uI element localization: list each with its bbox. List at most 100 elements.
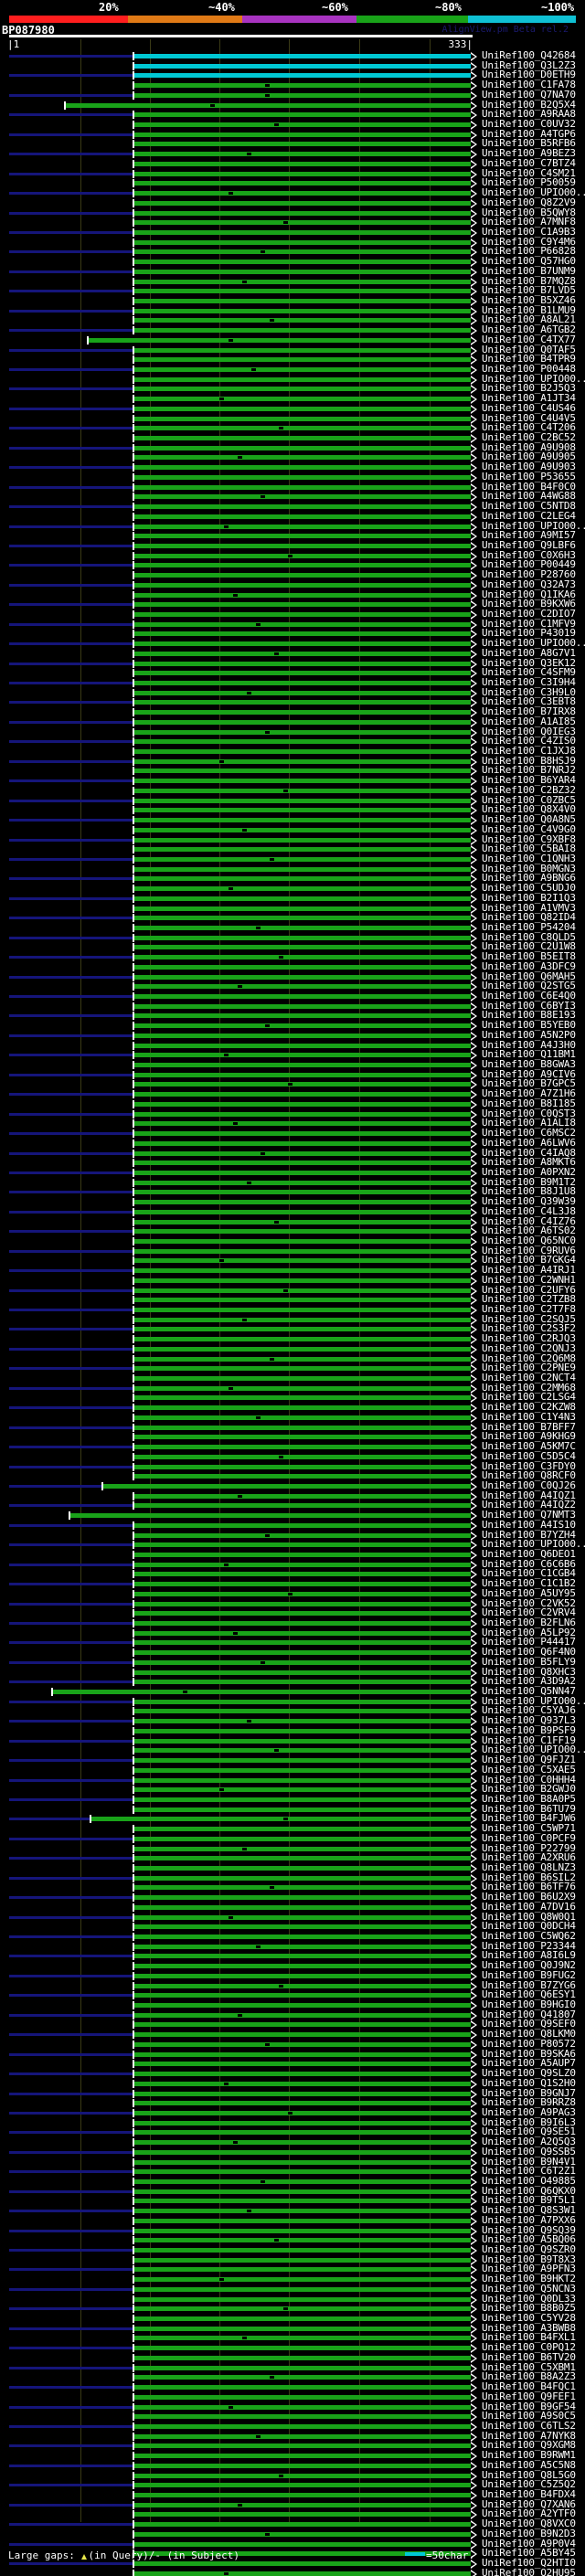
hsp-bar[interactable] xyxy=(134,1327,471,1332)
alignment-row[interactable]: UniRef100_B4FXL1 xyxy=(0,2332,585,2344)
hsp-bar[interactable] xyxy=(134,220,471,226)
hsp-bar[interactable] xyxy=(134,1748,471,1754)
hit-accession-label[interactable]: UniRef100_Q9LBF6 xyxy=(482,538,576,551)
hit-accession-label[interactable]: UniRef100_B6TV20 xyxy=(482,2350,576,2363)
alignment-row[interactable]: UniRef100_C1MFV9 xyxy=(0,618,585,630)
hsp-bar[interactable] xyxy=(134,1229,471,1235)
alignment-row[interactable]: UniRef100_C5XAE5 xyxy=(0,1764,585,1776)
hit-accession-label[interactable]: UniRef100_A5AUP7 xyxy=(482,2057,576,2070)
alignment-row[interactable]: UniRef100_Q1S2H0 xyxy=(0,2077,585,2089)
hsp-bar[interactable] xyxy=(134,661,471,666)
hit-accession-label[interactable]: UniRef100_C1QNH3 xyxy=(482,852,576,864)
hit-accession-label[interactable]: UniRef100_B5QWY8 xyxy=(482,206,576,218)
hit-accession-label[interactable]: UniRef100_A7Z1H6 xyxy=(482,1087,576,1100)
hsp-bar[interactable] xyxy=(134,1023,471,1029)
alignment-row[interactable]: UniRef100_Q0J9N2 xyxy=(0,1960,585,1972)
hit-accession-label[interactable]: UniRef100_B8HSJ9 xyxy=(482,754,576,767)
alignment-row[interactable]: UniRef100_C3H9L0 xyxy=(0,686,585,698)
hit-accession-label[interactable]: UniRef100_P44417 xyxy=(482,1636,576,1648)
hsp-bar[interactable] xyxy=(134,260,471,265)
hsp-bar[interactable] xyxy=(134,1767,471,1773)
alignment-row[interactable]: UniRef100_Q7NMT3 xyxy=(0,1510,585,1521)
alignment-row[interactable]: UniRef100_C0QJ26 xyxy=(0,1479,585,1491)
hsp-bar[interactable] xyxy=(134,2032,471,2038)
hit-accession-label[interactable]: UniRef100_C7BTZ4 xyxy=(482,156,576,169)
hsp-bar[interactable] xyxy=(134,92,471,98)
hsp-bar[interactable] xyxy=(134,2218,471,2223)
hit-accession-label[interactable]: UniRef100_B9RRZ8 xyxy=(482,2096,576,2109)
alignment-row[interactable]: UniRef100_P44417 xyxy=(0,1636,585,1648)
alignment-row[interactable]: UniRef100_C4T206 xyxy=(0,422,585,434)
hit-accession-label[interactable]: UniRef100_UPIO00.. xyxy=(482,372,585,385)
hsp-bar[interactable] xyxy=(134,249,471,255)
alignment-row[interactable]: UniRef100_A4J3H0 xyxy=(0,1039,585,1051)
alignment-row[interactable]: UniRef100_C4V9G0 xyxy=(0,823,585,835)
alignment-row[interactable]: UniRef100_A5BQ06 xyxy=(0,2234,585,2246)
alignment-row[interactable]: UniRef100_C2KZW8 xyxy=(0,1402,585,1414)
hsp-bar[interactable] xyxy=(134,2248,471,2253)
alignment-row[interactable]: UniRef100_B0MGN3 xyxy=(0,863,585,875)
hit-accession-label[interactable]: UniRef100_A8I6L9 xyxy=(482,1949,576,1962)
alignment-row[interactable]: UniRef100_Q8RCF0 xyxy=(0,1470,585,1482)
alignment-row[interactable]: UniRef100_B7GPC5 xyxy=(0,1078,585,1090)
hsp-bar[interactable] xyxy=(134,1777,471,1783)
alignment-row[interactable]: UniRef100_Q5NN47 xyxy=(0,1686,585,1698)
hsp-bar[interactable] xyxy=(134,2394,471,2400)
hit-accession-label[interactable]: UniRef100_C2VRV4 xyxy=(482,1606,576,1619)
alignment-row[interactable]: UniRef100_C6T2Z1 xyxy=(0,2165,585,2178)
alignment-row[interactable]: UniRef100_B5FLY9 xyxy=(0,1656,585,1668)
hit-accession-label[interactable]: UniRef100_C1FF19 xyxy=(482,1733,576,1746)
hit-accession-label[interactable]: UniRef100_A0PXN2 xyxy=(482,1165,576,1178)
hit-accession-label[interactable]: UniRef100_B9KXW6 xyxy=(482,598,576,610)
alignment-row[interactable]: UniRef100_Q9LBF6 xyxy=(0,538,585,551)
hsp-bar[interactable] xyxy=(134,671,471,676)
hsp-bar[interactable] xyxy=(134,2022,471,2028)
hit-accession-label[interactable]: UniRef100_Q0DCH4 xyxy=(482,1920,576,1933)
alignment-row[interactable]: UniRef100_C2NCT4 xyxy=(0,1373,585,1384)
alignment-row[interactable]: UniRef100_D0ETH9 xyxy=(0,69,585,81)
alignment-row[interactable]: UniRef100_Q6F4N0 xyxy=(0,1647,585,1659)
hsp-bar[interactable] xyxy=(134,2101,471,2106)
hsp-bar[interactable] xyxy=(134,1699,471,1704)
hsp-bar[interactable] xyxy=(134,2110,471,2115)
hit-accession-label[interactable]: UniRef100_A9CIV6 xyxy=(482,1067,576,1080)
alignment-row[interactable]: UniRef100_Q39W39 xyxy=(0,1196,585,1208)
alignment-row[interactable]: UniRef100_Q9SE51 xyxy=(0,2126,585,2138)
hit-accession-label[interactable]: UniRef100_Q7XAN6 xyxy=(482,2497,576,2510)
hsp-bar[interactable] xyxy=(134,651,471,656)
hit-accession-label[interactable]: UniRef100_C4IZ76 xyxy=(482,1214,576,1227)
hit-accession-label[interactable]: UniRef100_B9T8X3 xyxy=(482,2253,576,2265)
hsp-bar[interactable] xyxy=(134,1807,471,1812)
hsp-bar[interactable] xyxy=(134,1640,471,1646)
alignment-row[interactable]: UniRef100_B2FLN6 xyxy=(0,1617,585,1628)
hsp-bar[interactable] xyxy=(134,543,471,548)
hit-accession-label[interactable]: UniRef100_A4IQZ2 xyxy=(482,1499,576,1511)
hit-accession-label[interactable]: UniRef100_B4FQC1 xyxy=(482,2380,576,2393)
alignment-row[interactable]: UniRef100_P28760 xyxy=(0,569,585,581)
hsp-bar[interactable] xyxy=(134,2433,471,2439)
hsp-bar[interactable] xyxy=(134,504,471,510)
hsp-bar[interactable] xyxy=(134,2286,471,2292)
hit-accession-label[interactable]: UniRef100_C4US46 xyxy=(482,401,576,414)
hit-accession-label[interactable]: UniRef100_C6T2Z1 xyxy=(482,2165,576,2178)
hsp-bar[interactable] xyxy=(134,710,471,716)
alignment-row[interactable]: UniRef100_Q41807 xyxy=(0,2009,585,2020)
alignment-row[interactable]: UniRef100_UPIO00.. xyxy=(0,187,585,199)
alignment-row[interactable]: UniRef100_O49885 xyxy=(0,2175,585,2187)
hsp-bar[interactable] xyxy=(134,1288,471,1293)
hsp-bar[interactable] xyxy=(134,1454,471,1459)
hit-accession-label[interactable]: UniRef100_C0QST3 xyxy=(482,1107,576,1119)
alignment-row[interactable]: UniRef100_B1LMU9 xyxy=(0,304,585,316)
hit-accession-label[interactable]: UniRef100_B7GKG4 xyxy=(482,1254,576,1267)
hit-accession-label[interactable]: UniRef100_A4IS10 xyxy=(482,1518,576,1531)
alignment-row[interactable]: UniRef100_C0UV32 xyxy=(0,119,585,131)
alignment-row[interactable]: UniRef100_C5Z5Q2 xyxy=(0,2479,585,2491)
hsp-bar[interactable] xyxy=(134,426,471,431)
hsp-bar[interactable] xyxy=(134,2169,471,2175)
hsp-bar[interactable] xyxy=(134,63,471,69)
hsp-bar[interactable] xyxy=(134,1268,471,1274)
hsp-bar[interactable] xyxy=(134,406,471,411)
hsp-bar[interactable] xyxy=(134,984,471,990)
hit-accession-label[interactable]: UniRef100_A4IQZ1 xyxy=(482,1489,576,1501)
hsp-bar[interactable] xyxy=(134,2199,471,2204)
